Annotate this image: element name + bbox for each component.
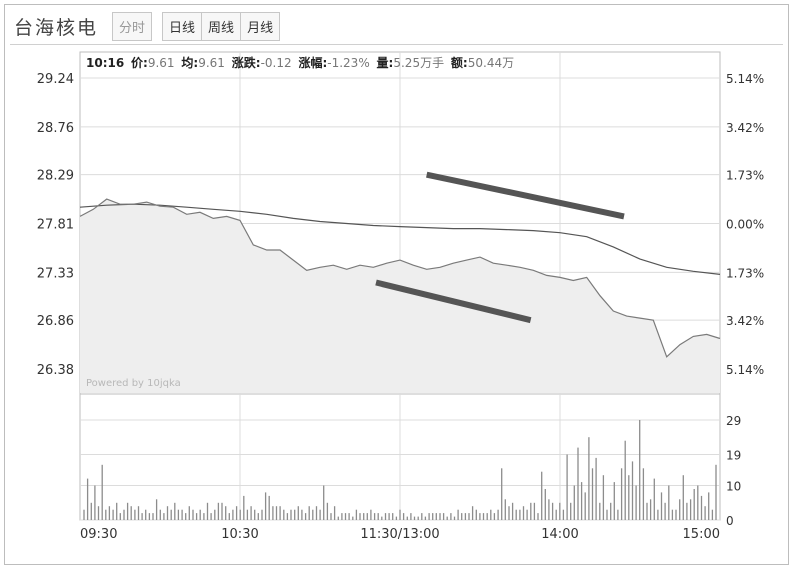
info-price-label: 价: xyxy=(131,56,148,70)
info-vol-label: 量: xyxy=(377,56,394,70)
price-area-fill xyxy=(80,199,720,393)
price-tick-label: 27.33 xyxy=(37,266,74,281)
info-change: -0.12 xyxy=(261,56,292,70)
percent-tick-label: 5.14% xyxy=(726,363,764,377)
volume-tick-label: 10 xyxy=(726,480,741,494)
percent-tick-label: 0.00% xyxy=(726,218,764,232)
info-bar: 10:16 价:9.61 均:9.61 涨跌:-0.12 涨幅:-1.23% 量… xyxy=(86,55,514,70)
price-line xyxy=(79,198,721,358)
volume-axis-ticks: 29 19 10 0 xyxy=(726,414,741,528)
time-axis-ticks: 09:30 10:30 11:30/13:00 14:00 15:00 xyxy=(80,527,720,542)
price-axis-ticks: 29.24 28.76 28.29 27.81 27.33 26.86 26.38 xyxy=(37,72,74,378)
time-tick-label: 11:30/13:00 xyxy=(360,527,439,542)
volume-tick-label: 19 xyxy=(726,448,741,462)
volume-bars xyxy=(83,420,717,520)
info-change-label: 涨跌: xyxy=(232,55,261,70)
percent-tick-label: 3.42% xyxy=(726,314,764,328)
chart-header: 台海核电 分时 日线 周线 月线 xyxy=(14,11,281,41)
info-avg: 9.61 xyxy=(198,56,225,70)
percent-tick-label: 1.73% xyxy=(726,266,764,280)
info-avg-label: 均: xyxy=(181,55,198,70)
price-tick-label: 26.38 xyxy=(37,363,74,378)
price-tick-label: 27.81 xyxy=(37,218,74,233)
info-time: 10:16 xyxy=(86,56,124,70)
percent-tick-label: 1.73% xyxy=(726,169,764,183)
volume-tick-label: 0 xyxy=(726,514,734,528)
time-tick-label: 10:30 xyxy=(221,527,258,542)
stock-name: 台海核电 xyxy=(14,16,99,39)
percent-axis-ticks: 5.14% 3.42% 1.73% 0.00% 1.73% 3.42% 5.14% xyxy=(726,72,764,377)
volume-tick-label: 29 xyxy=(726,414,741,428)
watermark: Powered by 10jqka xyxy=(86,378,181,389)
price-tick-label: 26.86 xyxy=(37,314,74,329)
tab-intraday[interactable]: 分时 xyxy=(112,11,153,41)
tab-weekly[interactable]: 周线 xyxy=(202,11,242,41)
price-tick-label: 29.24 xyxy=(37,72,74,87)
info-amount-label: 额: xyxy=(451,55,468,70)
percent-tick-label: 5.14% xyxy=(726,72,764,86)
trend-mark-1 xyxy=(426,171,625,220)
info-price: 9.61 xyxy=(148,56,175,70)
header-divider xyxy=(10,44,783,45)
trend-annotations xyxy=(375,171,625,324)
trend-mark-2 xyxy=(375,279,532,324)
tab-monthly[interactable]: 月线 xyxy=(241,11,281,41)
info-vol: 5.25万手 xyxy=(393,56,444,70)
info-amount: 50.44万 xyxy=(468,56,514,70)
tab-daily[interactable]: 日线 xyxy=(162,11,203,41)
price-tick-label: 28.29 xyxy=(37,169,74,184)
price-tick-label: 28.76 xyxy=(37,121,74,136)
time-tick-label: 15:00 xyxy=(683,527,720,542)
time-tick-label: 14:00 xyxy=(541,527,578,542)
info-pct: -1.23% xyxy=(327,56,369,70)
info-pct-label: 涨幅: xyxy=(298,55,327,70)
percent-tick-label: 3.42% xyxy=(726,121,764,135)
average-price-line xyxy=(79,203,721,275)
time-tick-label: 09:30 xyxy=(80,527,117,542)
